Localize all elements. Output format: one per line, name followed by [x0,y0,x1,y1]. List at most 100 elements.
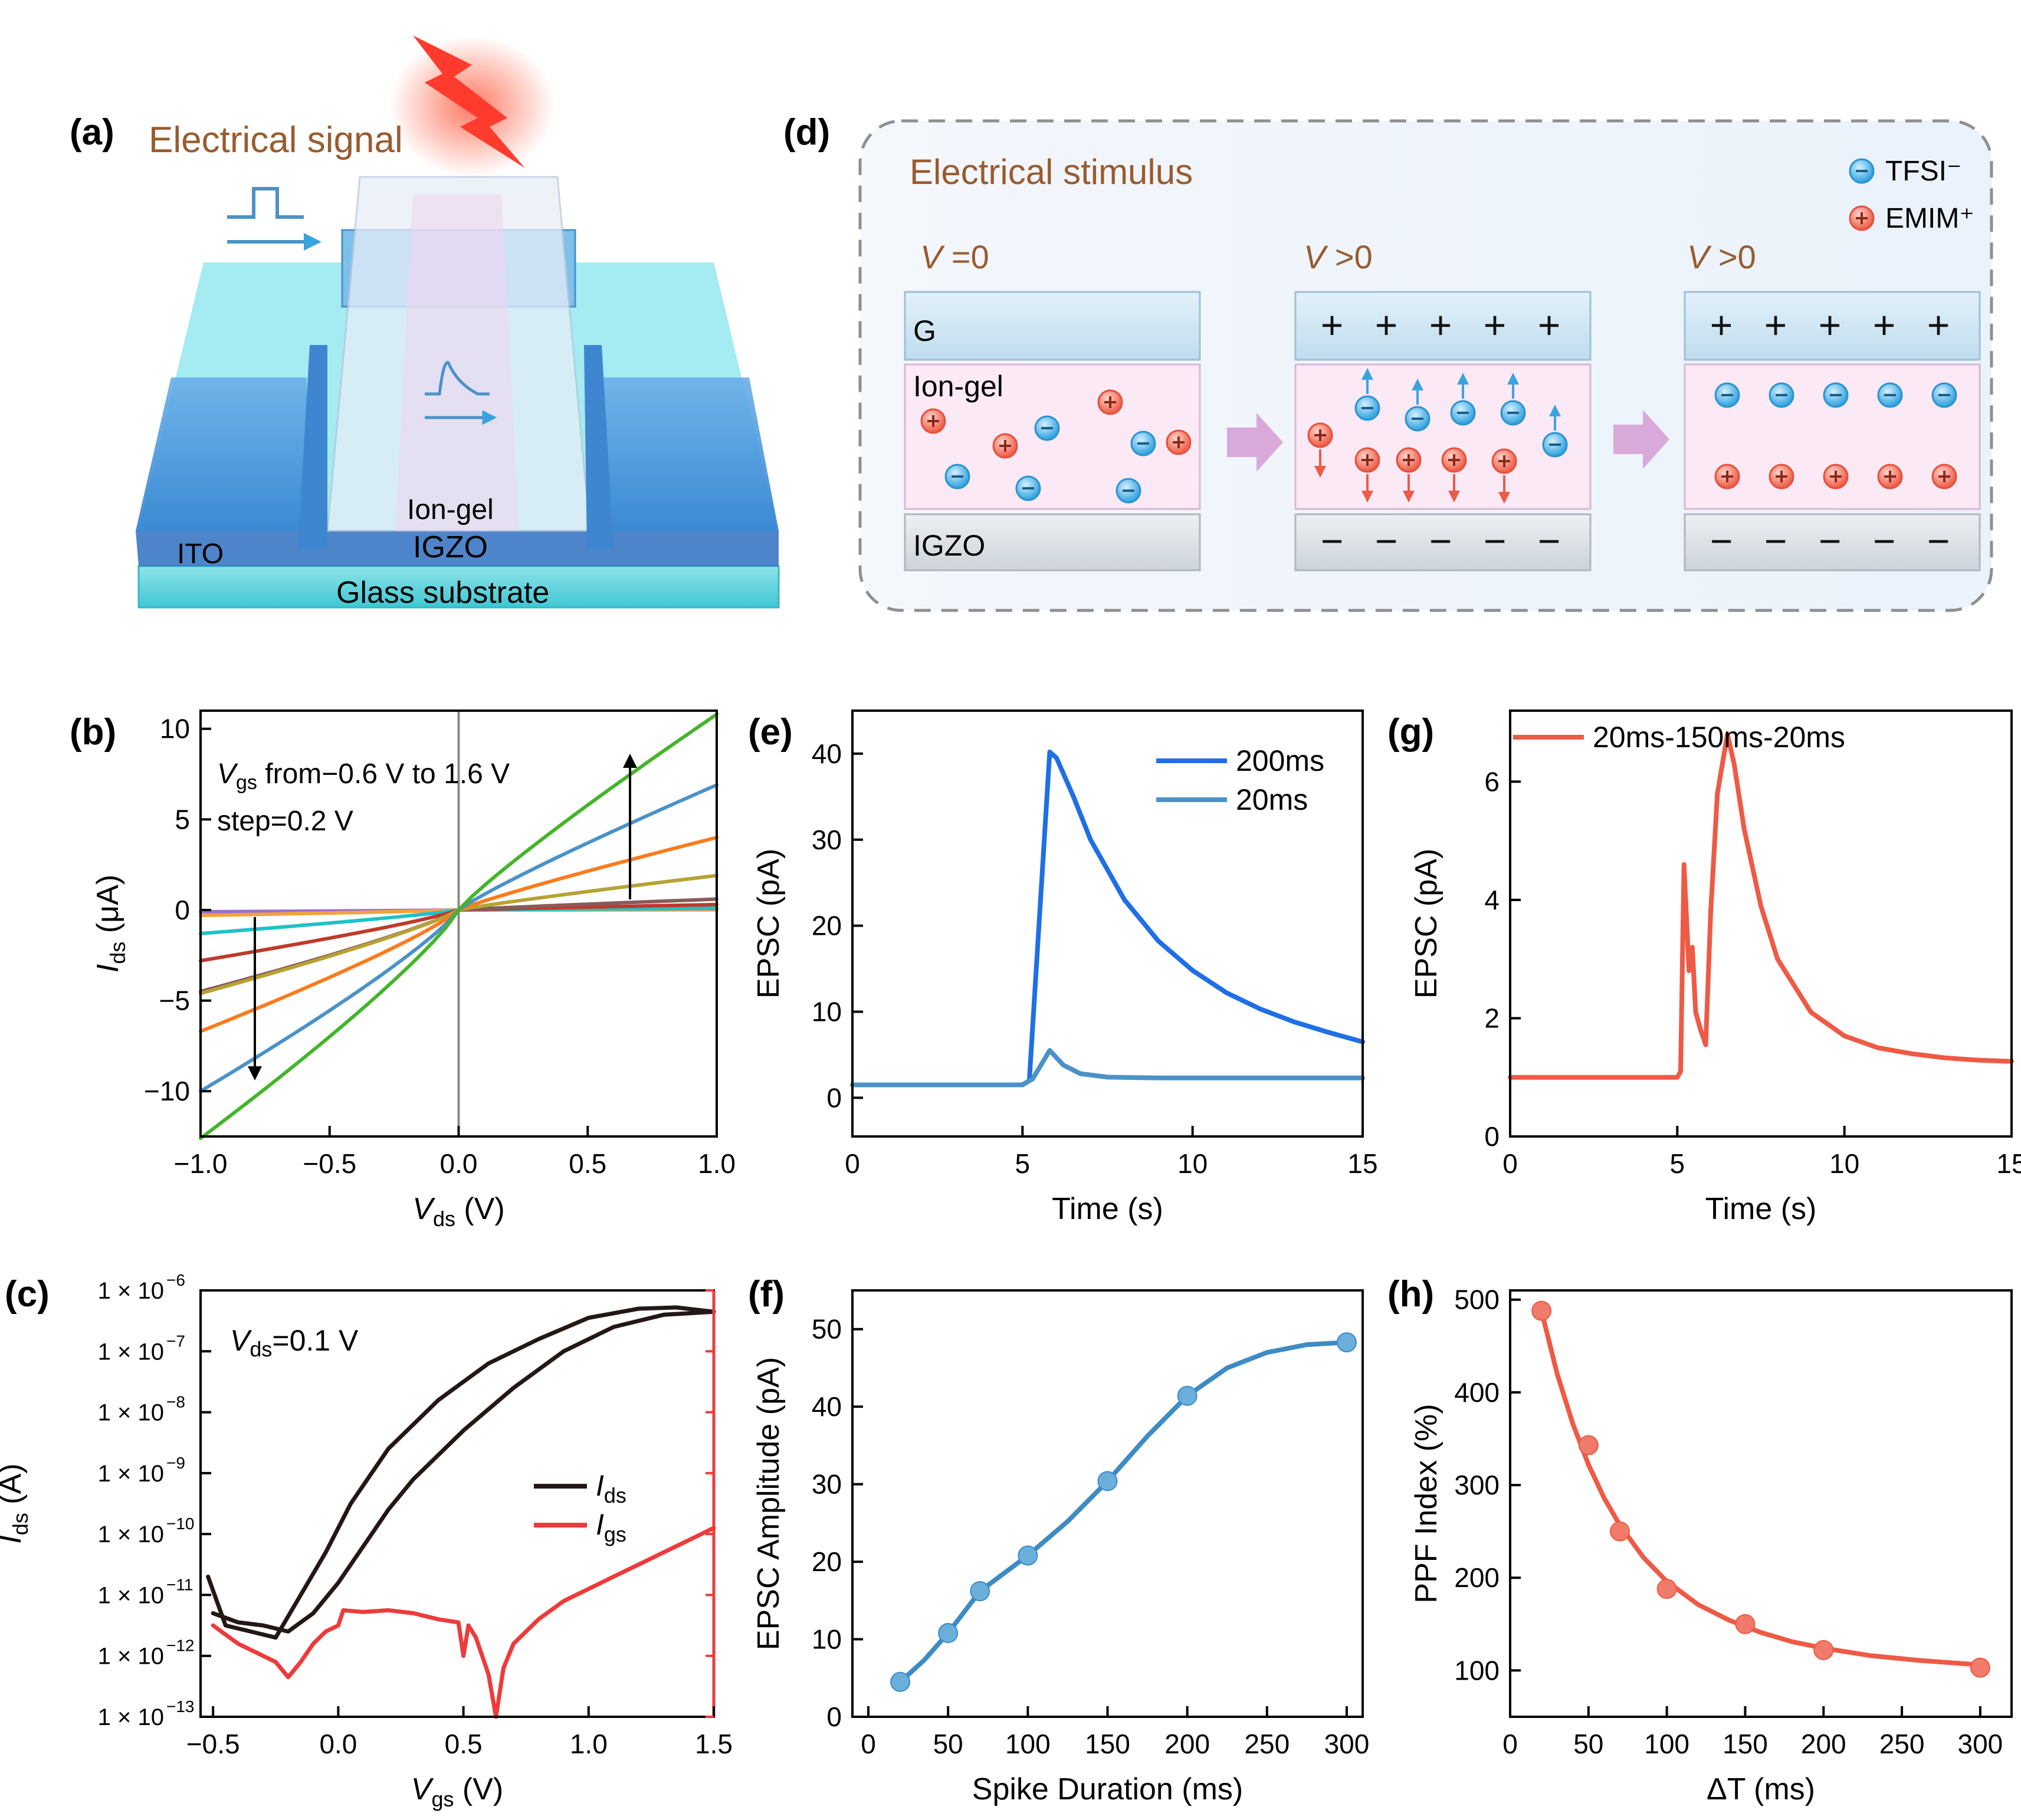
y-axis-label: EPSC (pA) [1409,849,1443,998]
y-tick-exponent: −11 [166,1575,193,1594]
y-tick-label: 200 [1454,1562,1500,1593]
x-tick-label: 15 [1996,1148,2021,1179]
y-tick-label: 1 × 10 [98,1400,164,1426]
cation-ion [1307,422,1333,448]
chart-c: (c)−0.5 0.0 0.5 1.0 1.51 × 10 −61 × 10 −71 × 1… [0,1271,733,1811]
device-stack-2: + − + − + − + − + − [1294,291,1592,571]
y-tick-base: 1 × 10 [98,1644,164,1670]
y-tick-label: 1 × 10 [98,1522,164,1548]
chart-f: (f) 0 50 100 150 200 250 300 0 10 20 30 40 50 Spike Du… [748,1274,1369,1806]
layer-igzo-label: IGZO [413,530,488,564]
iongel-layer [1294,363,1592,510]
layer-ito-label: ITO [177,538,224,570]
gate-plus-sign: + [1429,303,1452,347]
gate-layer [904,291,1201,361]
iongel-layer-label: Ion-gel [913,370,1003,403]
cation-ion [1097,389,1123,415]
x-tick-label: 250 [1879,1729,1925,1759]
pulse-signal-icon [227,187,321,251]
igzo-layer [1294,513,1592,571]
panel-b-label: (b) [70,712,116,753]
y-axis-label: Ids (A) [0,1463,32,1543]
annotation-vgs-range: Vgs from−0.6 V to 1.6 V [217,758,510,794]
anion-ion [1714,382,1740,408]
y-tick-label: 0 [175,895,190,925]
legend-label: Ids [596,1469,626,1507]
cation-ion [1769,464,1794,490]
legend-sub: gs [604,1522,626,1546]
igzo-minus-sign: − [1927,519,1950,563]
panel-a: (a) Electrical signal Ion [70,35,780,610]
x-tick-label: 0.0 [319,1729,357,1759]
x-tick-label: 0 [861,1729,876,1759]
cation-ion [920,408,946,434]
y-tick-exponent: −13 [166,1697,195,1716]
cation-ion [1714,464,1740,490]
ito-left [136,377,307,531]
x-tick-label: 0.5 [569,1148,606,1179]
data-point [1531,1300,1552,1321]
data-point [1609,1521,1630,1542]
chart-g: (g) 0 5 10 15 0 2 4 6 20ms-150ms-20ms Time (s) EPSC… [1387,709,2021,1226]
anion-ion [1034,415,1060,441]
y-tick-exponent: −7 [166,1332,185,1350]
epsc-curve [1508,732,2014,1080]
legend-label: Igs [596,1508,626,1546]
device-stack-1 [904,291,1201,571]
gate-plus-sign: + [1484,303,1507,347]
y-tick-label: 1 × 10 [98,1582,164,1608]
data-point [1813,1640,1834,1660]
igzo-minus-sign: − [1429,519,1452,563]
x-tick-label: 15 [1347,1148,1377,1179]
x-axis-label-var: V [412,1192,435,1226]
annotation-step: step=0.2 V [217,806,353,837]
anion-ion [1015,475,1041,501]
cation-ion [1823,464,1849,490]
device-stacks: + − + − + − + − + − + − + − + − + − + − [904,291,1981,571]
igzo-layer-label: IGZO [913,529,985,562]
fit-curve [1539,1308,1983,1667]
y-tick-label: 1 × 10 [98,1278,164,1304]
x-tick-label: 0 [1502,1148,1518,1179]
anion-ion [1450,400,1476,426]
data-point [1970,1657,1990,1678]
gate-plus-sign: + [1927,303,1950,347]
anion-ion [1542,432,1568,458]
x-tick-label: 1.0 [570,1729,608,1759]
y-axis-label-unit: (μA) [91,875,125,942]
x-tick-label: 0 [1502,1729,1518,1759]
gate-layer-label: G [913,314,936,347]
y-axis-label: EPSC Amplitude (pA) [752,1357,786,1650]
legend-var: I [596,1469,604,1502]
y-tick-label: 20 [812,911,842,941]
transition-arrow-2 [1613,410,1669,469]
igzo-layer [904,513,1201,571]
x-axis-label-unit: (V) [454,1772,503,1806]
transfer-curve [211,1526,716,1719]
panel-d: (d) Electrical stimulus TFSI⁻ EMIM⁺ V =0… [783,112,1993,612]
x-tick-label: 50 [1573,1729,1603,1759]
y-tick-base: 1 × 10 [98,1461,164,1487]
data-point [1018,1545,1038,1566]
cation-ion [1166,429,1192,455]
data-point [970,1581,990,1602]
epsc-response-icon [425,361,497,425]
x-tick-label: 5 [1670,1148,1685,1179]
igzo-minus-sign: − [1321,519,1344,563]
y-tick-label: 0 [826,1701,842,1732]
chart-b: (b) Vgs from−0.6 V to 1.6 V step=0.2 V −1.0… [70,709,736,1231]
y-tick-label: 400 [1454,1377,1500,1408]
anion-ion [1877,382,1903,408]
device-stack-3: + − + − + − + − + − [1684,291,1981,571]
annotation-rest: =0.1 V [272,1324,359,1357]
x-axis-label: Time (s) [1705,1192,1817,1226]
x-tick-label: 5 [1015,1148,1031,1179]
state1-heading: V =0 [920,238,989,275]
legend-var: I [596,1508,604,1541]
x-tick-label: 1.5 [695,1729,733,1759]
anion-ion [1354,395,1380,421]
y-tick-label: 10 [812,997,842,1027]
legend-sub: ds [604,1483,626,1507]
y-axis-label-sub: ds [8,1513,32,1535]
igzo-minus-sign: − [1819,519,1842,563]
